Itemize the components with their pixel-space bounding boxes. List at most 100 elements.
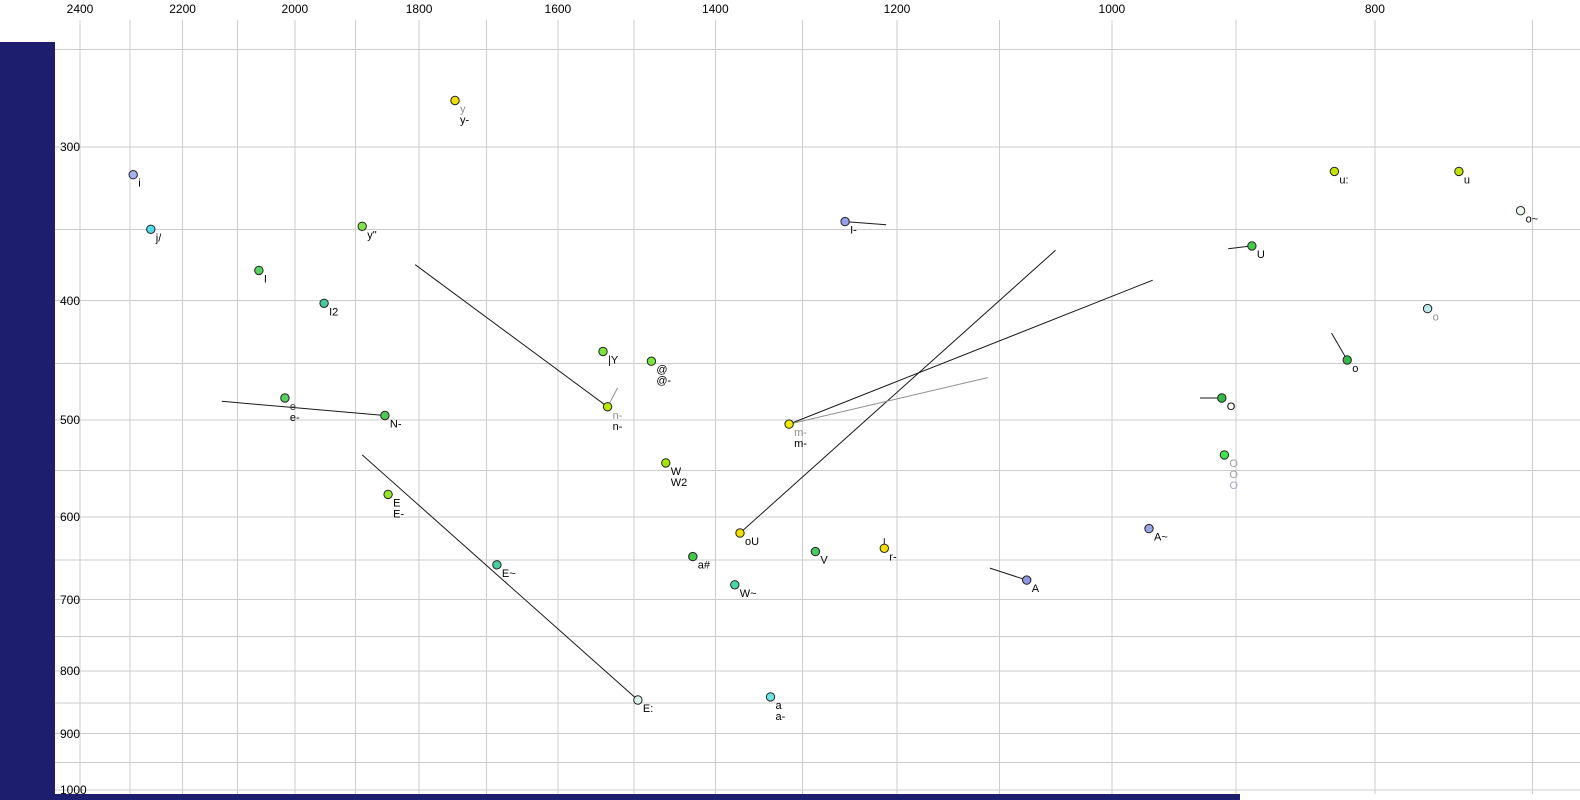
data-point-o[interactable]: o: [1342, 355, 1358, 375]
data-point-o[interactable]: O: [1217, 393, 1236, 413]
trajectory-line: [739, 249, 1056, 534]
point-label: @: [656, 364, 667, 376]
y-tick-700: 700: [60, 592, 81, 607]
point-label: o: [1433, 312, 1439, 324]
point-label: i: [138, 178, 140, 190]
data-point-ou[interactable]: oU: [735, 528, 759, 548]
point-label: |Y: [608, 355, 619, 367]
point-label: E: [393, 497, 400, 509]
data-point-o[interactable]: OOO: [1219, 450, 1238, 492]
point-label: a#: [698, 560, 711, 572]
data-point-v[interactable]: V: [810, 546, 828, 567]
y-tick-1000: 1000: [60, 783, 87, 797]
point-label: a-: [776, 711, 786, 723]
point-label: o: [1352, 363, 1358, 375]
data-point-e[interactable]: ee-: [280, 393, 300, 424]
point-label: y: [460, 104, 466, 116]
trajectory-line: [989, 567, 1027, 581]
data-point-e[interactable]: E~: [492, 560, 516, 580]
x-tick-1400: 1400: [701, 2, 729, 16]
data-point-y[interactable]: |Y: [598, 346, 619, 367]
point-label: y": [367, 229, 377, 241]
point-label: O: [1229, 458, 1238, 470]
point-label: n-: [613, 421, 623, 433]
data-point-a[interactable]: a#: [688, 551, 711, 572]
data-point-n[interactable]: n-n-: [602, 402, 623, 433]
data-point-w[interactable]: WW2: [661, 458, 688, 489]
trajectory-line: [845, 221, 887, 226]
trajectory-line: [361, 454, 639, 701]
point-label: n-: [613, 410, 623, 422]
data-point-m[interactable]: m-m-: [784, 419, 807, 450]
point-label: e: [290, 401, 296, 413]
x-tick-1800: 1800: [405, 2, 433, 16]
point-label: W: [671, 466, 682, 478]
point-label: A: [1032, 583, 1040, 595]
x-tick-800: 800: [1364, 2, 1385, 16]
point-label: oU: [745, 536, 759, 548]
x-tick-1600: 1600: [544, 2, 572, 16]
data-point-j[interactable]: j/: [146, 224, 163, 244]
point-label: O: [1229, 469, 1238, 481]
point-label: I2: [329, 306, 338, 318]
data-point-o[interactable]: o: [1422, 303, 1439, 324]
trajectory-line: [1331, 332, 1348, 361]
point-label: W~: [740, 588, 757, 600]
data-point-o[interactable]: o~: [1515, 206, 1539, 226]
point-label: N-: [390, 419, 402, 431]
point-label: O: [1227, 401, 1236, 413]
y-tick-400: 400: [60, 293, 81, 308]
bottom-edge-bar: [0, 794, 1240, 800]
point-label: E~: [502, 568, 516, 580]
point-label: u: [1464, 174, 1470, 186]
trajectory-line: [221, 400, 385, 416]
point-label: r-: [889, 551, 897, 563]
data-point-a[interactable]: A~: [1144, 523, 1168, 544]
point-label: @-: [656, 375, 671, 387]
data-point-u[interactable]: u:: [1329, 166, 1349, 186]
data-point-n[interactable]: N-: [380, 410, 402, 431]
data-point-i[interactable]: i: [128, 170, 141, 190]
point-label: I-: [850, 225, 857, 237]
point-label: j/: [155, 232, 162, 244]
data-point-u[interactable]: U: [1247, 241, 1265, 261]
point-label: W2: [671, 477, 688, 489]
data-point-w[interactable]: W~: [730, 580, 757, 600]
trajectory-line: [788, 377, 988, 425]
y-tick-500: 500: [60, 412, 81, 427]
point-label: e-: [290, 412, 300, 424]
y-tick-900: 900: [60, 726, 81, 741]
trajectory-line: [414, 264, 608, 408]
point-label: U: [1257, 249, 1265, 261]
data-point-u[interactable]: u: [1454, 166, 1470, 186]
data-point-a[interactable]: A: [1021, 575, 1040, 595]
point-label: o~: [1526, 214, 1539, 226]
point-label: u:: [1339, 174, 1348, 186]
trajectory-line: [788, 279, 1153, 425]
point-label: O: [1229, 480, 1238, 492]
data-point-pt7[interactable]: @@-: [646, 356, 672, 387]
point-label: I: [264, 273, 267, 285]
data-point-y[interactable]: yy-: [450, 95, 470, 127]
y-tick-800: 800: [60, 663, 81, 678]
x-tick-1200: 1200: [883, 2, 911, 16]
point-label: m-: [794, 438, 807, 450]
data-point-i[interactable]: I: [254, 265, 267, 285]
data-point-i2[interactable]: I2: [319, 298, 338, 318]
x-tick-2000: 2000: [281, 2, 309, 16]
data-point-i[interactable]: I-: [840, 216, 857, 237]
data-point-a[interactable]: aa-: [765, 692, 786, 723]
data-point-y[interactable]: y": [357, 221, 377, 241]
point-label: V: [820, 555, 828, 567]
data-point-r[interactable]: r-: [879, 543, 897, 563]
data-point-e[interactable]: E:: [633, 695, 654, 715]
data-point-e[interactable]: EE-: [383, 489, 405, 520]
point-label: A~: [1154, 532, 1168, 544]
point-label: a: [776, 700, 783, 712]
point-label: E-: [393, 508, 404, 520]
left-edge-bar: [0, 42, 55, 800]
y-tick-600: 600: [60, 510, 81, 525]
x-tick-1000: 1000: [1098, 2, 1126, 16]
